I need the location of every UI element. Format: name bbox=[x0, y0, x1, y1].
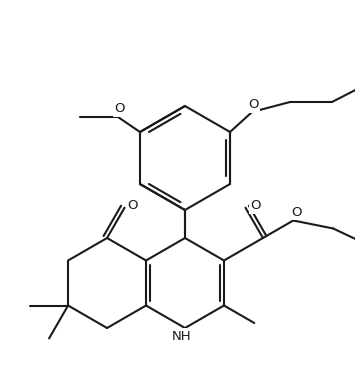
Text: O: O bbox=[248, 98, 258, 112]
Text: O: O bbox=[115, 103, 125, 116]
Text: O: O bbox=[291, 206, 301, 219]
Text: O: O bbox=[250, 199, 261, 212]
Text: NH: NH bbox=[172, 329, 192, 342]
Text: O: O bbox=[127, 199, 138, 212]
